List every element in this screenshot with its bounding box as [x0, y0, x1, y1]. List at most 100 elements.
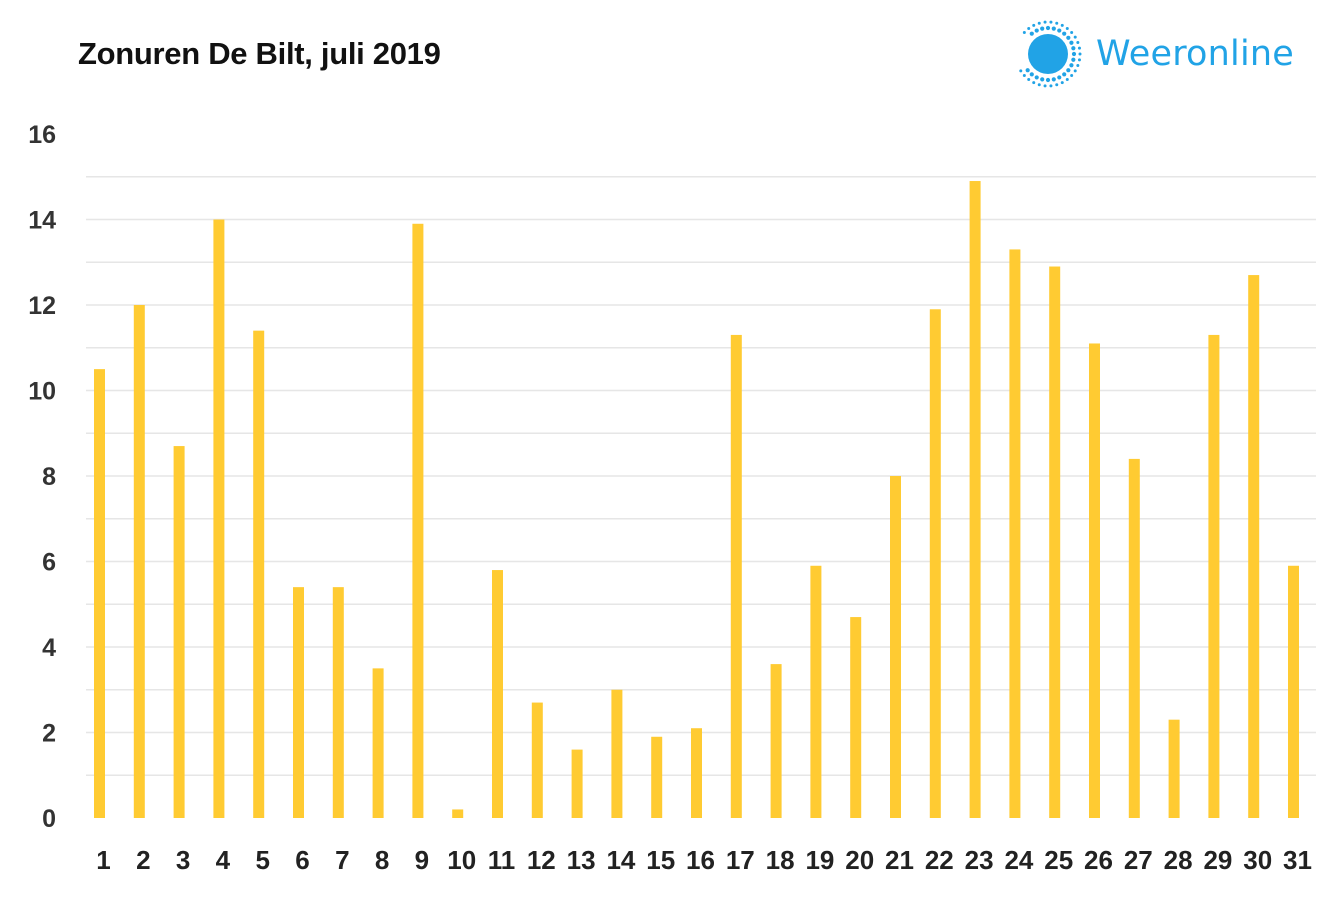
grid-lines [86, 176, 1316, 776]
sun-ray-dot [1076, 40, 1080, 44]
bar-day-28 [1168, 719, 1180, 818]
bar-day-20 [850, 617, 862, 818]
logo-text: Weeronline [1096, 34, 1295, 74]
x-tick-label: 3 [176, 845, 190, 875]
sun-ray-dot [1070, 74, 1074, 78]
y-axis-ticks: 0 2 4 6 8 10 12 14 16 [28, 121, 56, 833]
x-tick-label: 29 [1203, 845, 1232, 875]
sun-ray-dot [1027, 78, 1031, 82]
sun-ray-dot [1051, 26, 1056, 31]
x-tick-label: 28 [1164, 845, 1193, 875]
sun-ray-dot [1019, 69, 1023, 73]
bar-day-7 [332, 587, 344, 818]
x-tick-label: 8 [375, 845, 389, 875]
bar-day-26 [1089, 343, 1100, 818]
sun-ray-dot [1055, 83, 1059, 87]
bar-day-4 [213, 219, 225, 818]
x-tick-label: 18 [766, 845, 795, 875]
bar-day-16 [691, 728, 702, 818]
x-tick-label: 6 [295, 845, 309, 875]
y-tick-label: 2 [42, 720, 56, 748]
y-tick-label: 16 [28, 121, 56, 149]
sun-ray-dot [1049, 84, 1053, 88]
bar-day-17 [730, 334, 742, 818]
sun-ray-dot [1022, 30, 1026, 34]
x-tick-label: 4 [216, 845, 231, 875]
bar-day-19 [810, 565, 822, 818]
x-tick-label: 14 [606, 845, 635, 875]
bar-day-30 [1248, 275, 1260, 818]
sun-ray-dot [1043, 84, 1047, 88]
sun-ray-dot [1073, 69, 1077, 73]
sun-ray-dot [1029, 31, 1034, 36]
x-tick-label: 31 [1283, 845, 1312, 875]
sun-ray-dot [1029, 72, 1034, 77]
sun-ray-dot [1065, 26, 1069, 30]
y-tick-label: 4 [42, 634, 56, 662]
sun-ray-dot [1066, 35, 1071, 40]
sun-ray-dot [1045, 77, 1051, 83]
sun-ray-dot [1051, 77, 1056, 82]
bar-day-12 [531, 702, 543, 818]
sun-ray-dot [1037, 21, 1041, 25]
sun-ray-dot [1062, 31, 1067, 36]
sun-ray-dot [1069, 63, 1074, 68]
sun-ray-dot [1022, 74, 1026, 78]
x-tick-label: 21 [885, 845, 914, 875]
y-tick-label: 10 [28, 378, 56, 406]
chart-title: Zonuren De Bilt, juli 2019 [78, 36, 441, 71]
sun-ray-dot [1060, 81, 1064, 85]
bar-day-23 [969, 181, 981, 818]
bar-day-5 [253, 330, 265, 818]
x-tick-label: 17 [726, 845, 755, 875]
sun-ray-dot [1055, 21, 1059, 25]
sun-ray-dot [1069, 40, 1074, 45]
sun-ray-dot [1078, 52, 1082, 56]
sun-ray-dot [1043, 20, 1047, 24]
y-tick-label: 0 [42, 805, 56, 833]
weeronline-logo[interactable]: Weeronline [1012, 14, 1294, 94]
bar-day-14 [611, 689, 623, 818]
x-tick-label: 20 [845, 845, 874, 875]
y-tick-label: 14 [28, 207, 56, 235]
x-tick-label: 10 [447, 845, 476, 875]
x-tick-label: 23 [965, 845, 994, 875]
sun-ray-dot [1057, 28, 1062, 33]
sun-ray-dot [1071, 57, 1076, 62]
sun-ray-dot [1076, 64, 1080, 68]
sun-ray-dot [1032, 23, 1036, 27]
x-tick-label: 13 [567, 845, 596, 875]
sun-ray-dot [1045, 25, 1051, 31]
bar-day-6 [293, 587, 304, 818]
bar-day-2 [133, 305, 145, 818]
sun-icon [1019, 20, 1082, 88]
sun-ray-dot [1077, 46, 1081, 50]
bar-day-15 [651, 736, 663, 818]
bar-day-22 [929, 309, 941, 818]
bar-day-1 [94, 369, 105, 818]
x-tick-label: 7 [335, 845, 349, 875]
x-tick-label: 30 [1243, 845, 1272, 875]
bar-day-10 [452, 809, 464, 818]
sun-ray-dot [1071, 51, 1077, 57]
x-tick-label: 19 [805, 845, 834, 875]
bar-day-31 [1288, 565, 1299, 818]
x-tick-label: 15 [646, 845, 675, 875]
sun-ray-dot [1049, 20, 1053, 24]
sun-ray-dot [1062, 72, 1067, 77]
bar-day-25 [1049, 266, 1061, 818]
sun-ray-dot [1066, 68, 1071, 73]
x-tick-label: 27 [1124, 845, 1153, 875]
bar-day-9 [412, 223, 424, 818]
sun-ray-dot [1070, 30, 1074, 34]
y-tick-label: 6 [42, 549, 56, 577]
sun-ray-dot [1034, 75, 1039, 80]
sun-ray-dot [1040, 26, 1045, 31]
bar-day-24 [1009, 249, 1021, 819]
sun-ray-dot [1032, 81, 1036, 85]
sun-ray-dot [1037, 83, 1041, 87]
bar-day-8 [372, 668, 384, 818]
x-tick-label: 2 [136, 845, 150, 875]
x-tick-label: 16 [686, 845, 715, 875]
